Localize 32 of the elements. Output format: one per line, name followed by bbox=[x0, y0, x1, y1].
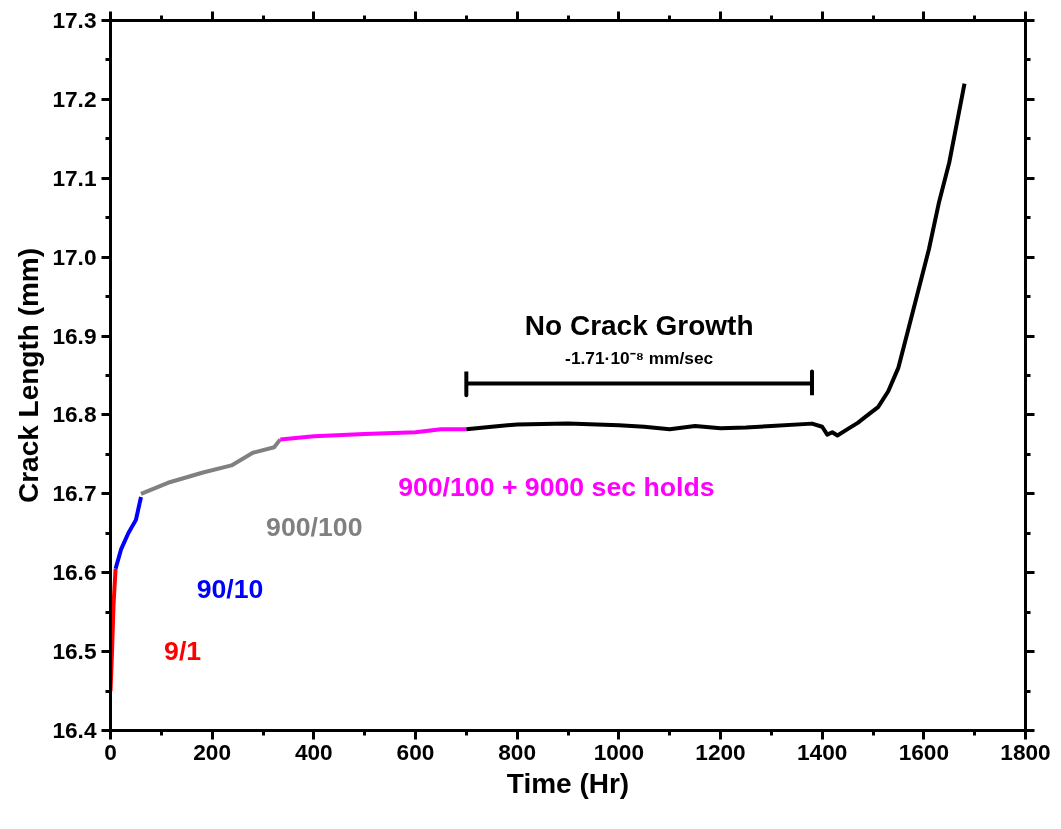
x-axis-title: Time (Hr) bbox=[506, 767, 630, 799]
y-tick-label: 17.1 bbox=[52, 164, 97, 191]
y-tick-label: 17.3 bbox=[52, 7, 97, 33]
line-series bbox=[139, 437, 283, 496]
x-tick-label: 600 bbox=[396, 738, 435, 765]
line-series bbox=[278, 427, 469, 442]
x-tick-label: 400 bbox=[294, 738, 333, 765]
x-tick-label: 200 bbox=[193, 738, 232, 765]
line-series bbox=[464, 81, 967, 438]
series-label: 9/1 bbox=[164, 635, 202, 666]
y-tick-label: 16.7 bbox=[52, 480, 97, 507]
y-tick-label: 17.0 bbox=[52, 243, 97, 270]
y-tick-label: 16.6 bbox=[52, 559, 97, 586]
y-tick-label: 16.9 bbox=[52, 322, 97, 349]
y-tick-label: 16.4 bbox=[52, 717, 97, 743]
y-tick-label: 16.8 bbox=[52, 401, 97, 428]
x-tick-label: 1200 bbox=[695, 738, 746, 765]
x-tick-label: 0 bbox=[104, 738, 117, 765]
x-tick-label: 1400 bbox=[796, 738, 848, 765]
x-tick-label: 1800 bbox=[1000, 738, 1051, 765]
y-tick-label: 16.5 bbox=[52, 638, 97, 665]
line-series bbox=[113, 494, 143, 571]
text: 90/10 bbox=[196, 573, 264, 604]
series-label: 900/100 + 9000 sec holds bbox=[398, 472, 715, 503]
x-tick-label: 1600 bbox=[898, 738, 950, 765]
text: 900/100 bbox=[266, 512, 363, 543]
x-tick-label: 1000 bbox=[593, 738, 645, 765]
x-tick-label: 800 bbox=[498, 738, 537, 765]
y-tick-label: 17.2 bbox=[52, 85, 97, 112]
annotation: -1.71·10⁻⁸ mm/sec bbox=[565, 348, 714, 369]
annotation: No Crack Growth bbox=[524, 309, 754, 341]
y-axis-title: Crack Length (mm) bbox=[13, 247, 45, 504]
